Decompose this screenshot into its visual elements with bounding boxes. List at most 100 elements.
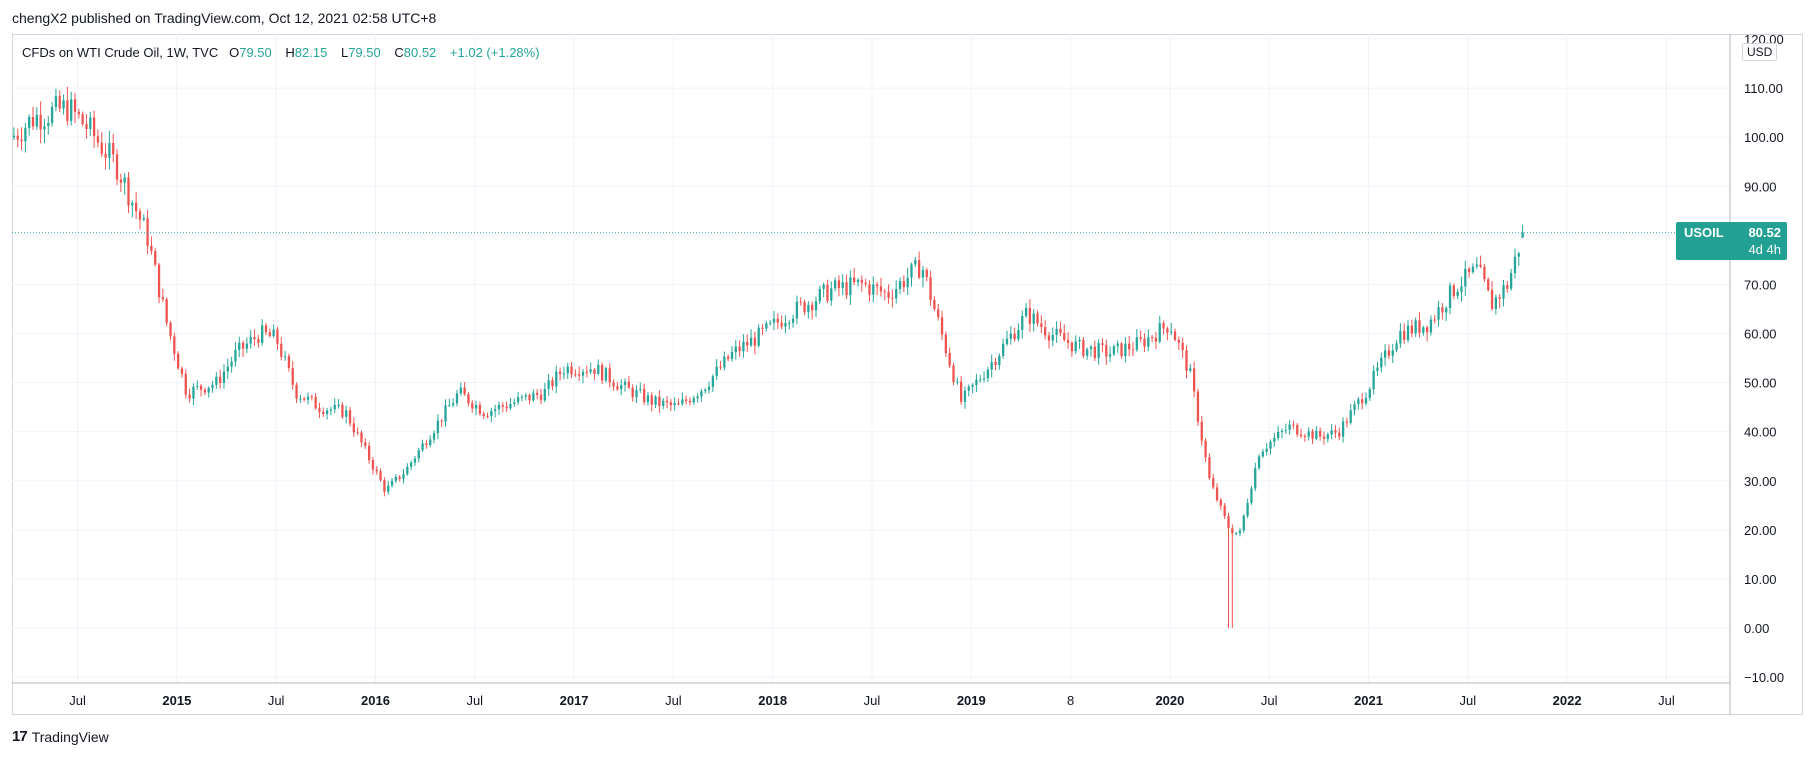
candle-body [1452,285,1455,297]
candle-body [1414,320,1417,334]
candle-body [1154,337,1158,342]
candle-body [455,393,459,404]
candle-body [937,309,940,318]
candle-body [142,218,145,220]
candle-body [299,398,302,400]
candle-body [1479,264,1482,267]
candle-body [390,480,394,486]
candle-body [383,480,386,492]
candle-body [585,371,588,373]
candle-body [1250,488,1253,503]
chart-legend: CFDs on WTI Crude Oil, 1W, TVC O79.50 H8… [22,45,540,60]
candle-body [409,462,413,467]
candle-body [856,279,860,283]
candle-body [707,386,711,390]
candle-body [245,343,249,349]
candle-body [887,291,890,298]
candle-body [1219,499,1223,506]
candle-body [1475,264,1478,267]
candle-body [1502,285,1505,299]
candle-body [822,284,825,289]
candle-body [1032,313,1035,324]
candle-body [100,142,103,154]
brand-name: TradingView [31,728,109,745]
candle-body [761,327,764,329]
candle-body [43,126,46,130]
candle-body [177,353,180,369]
candle-body [1288,424,1291,430]
candle-body [883,291,886,293]
x-tick-label: Jul [1658,693,1675,708]
candle-body [58,96,61,109]
x-tick-label: 2022 [1553,693,1582,708]
currency-badge[interactable]: USD [1742,43,1778,61]
x-tick-label: Jul [864,693,881,708]
candle-body [1349,410,1352,423]
candle-body [895,288,898,299]
candle-body [360,432,363,443]
price-tag-symbol: USOIL [1684,225,1724,240]
candle-body [1330,430,1333,435]
candle-body [742,341,745,352]
candle-body [1173,331,1177,340]
candle-body [31,116,35,127]
chart-frame[interactable] [12,34,1803,715]
candle-body [597,365,600,374]
candle-body [917,260,921,278]
candle-body [165,299,168,323]
legend-close-label: C [394,45,404,60]
candle-body [1391,350,1394,356]
candle-body [1460,286,1463,292]
candle-body [96,136,100,143]
candle-body [367,445,371,461]
candle-body [1456,291,1459,297]
candle-body [791,318,795,323]
candle-body [215,376,218,385]
candle-body [1467,268,1471,272]
candle-body [444,405,447,422]
candle-body [1200,421,1203,441]
y-tick-label: −10.00 [1744,670,1784,685]
candle-body [203,389,207,393]
candle-body [520,396,524,398]
candle-body [1131,349,1135,351]
y-tick-label: 0.00 [1744,621,1769,636]
candle-body [620,384,623,390]
candle-body [1223,505,1226,517]
candle-body [47,122,50,127]
candle-body [803,301,806,313]
candle-body [1112,346,1116,355]
candle-body [910,264,913,278]
candle-body [623,381,627,385]
candle-body [872,284,875,295]
candle-body [1017,329,1020,340]
candle-body [1074,341,1077,352]
candle-body [547,380,550,389]
candle-body [1437,307,1440,320]
candle-body [352,423,355,433]
candle-body [753,337,757,346]
candle-body [1445,308,1448,313]
candle-body [436,420,440,434]
candle-body [379,471,382,481]
candle-body [539,394,543,401]
candle-body [1410,325,1413,334]
legend-change: +1.02 (+1.28%) [449,45,540,60]
legend-high-value: 82.15 [294,45,328,60]
tradingview-brand[interactable]: 17 TradingView [12,728,109,745]
candle-body [684,399,688,401]
candle-body [635,390,638,398]
candle-body [325,410,329,415]
candle-body [1322,436,1326,439]
candle-body [719,366,722,368]
candle-body [795,301,799,319]
candle-body [1383,350,1387,358]
candle-body [303,398,306,400]
candle-body [1483,266,1486,280]
candle-body [1078,339,1081,342]
candle-body [811,304,814,311]
candle-body [257,339,260,343]
candle-body [70,99,73,121]
x-tick-label: 8 [1067,693,1074,708]
